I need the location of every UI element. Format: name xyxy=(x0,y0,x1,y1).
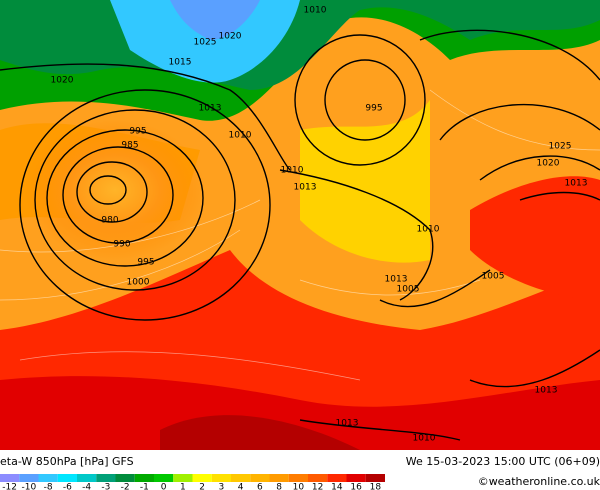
isobar-label: 1010 xyxy=(229,131,252,141)
legend-swatch xyxy=(192,474,212,482)
legend-label: -1 xyxy=(140,483,149,490)
legend-label: -10 xyxy=(22,483,37,490)
isobar-label: 1020 xyxy=(51,76,74,86)
isobar-labels: 1010102510201020101510109959859809909951… xyxy=(51,6,588,444)
isobar-label: 995 xyxy=(137,258,154,268)
legend-label: -6 xyxy=(63,483,72,490)
legend-label: 10 xyxy=(293,483,305,490)
legend-label: 8 xyxy=(276,483,282,490)
legend-swatch xyxy=(134,474,154,482)
isobar-label: 1000 xyxy=(127,278,150,288)
isobar-label: 1013 xyxy=(199,104,222,114)
isobar-label: 995 xyxy=(365,104,382,114)
map-credit: ©weatheronline.co.uk xyxy=(478,475,600,488)
color-legend: -12 -10 -8 -6 -4 -3 -2 -1 0 1 2 3 4 6 8 10 12 14 16 18 xyxy=(0,474,385,490)
isobar-label: 1010 xyxy=(413,434,436,444)
footer: eta-W 850hPa [hPa] GFS We 15-03-2023 15:… xyxy=(0,455,600,488)
legend-swatch xyxy=(0,474,20,482)
isobar-label: 1013 xyxy=(294,183,317,193)
legend-swatch xyxy=(154,474,174,482)
isobar-label: 1013 xyxy=(535,386,558,396)
legend-label: 14 xyxy=(331,483,343,490)
isobar-label: 1005 xyxy=(482,272,505,282)
legend-label: 3 xyxy=(219,483,225,490)
isobar-label: 1025 xyxy=(549,142,572,152)
legend-swatch xyxy=(327,474,347,482)
legend-swatch xyxy=(173,474,193,482)
legend-swatch xyxy=(77,474,97,482)
legend-label: -12 xyxy=(2,483,17,490)
legend-swatch xyxy=(211,474,231,482)
legend-label: 18 xyxy=(370,483,382,490)
isobar-label: 1010 xyxy=(281,166,304,176)
legend-swatch xyxy=(269,474,289,482)
isobar-label: 995 xyxy=(129,127,146,137)
legend-label: -3 xyxy=(101,483,110,490)
isobar-label: 1013 xyxy=(336,419,359,429)
legend-swatch xyxy=(288,474,308,482)
legend-swatch xyxy=(96,474,116,482)
isobar-label: 1025 xyxy=(194,38,217,48)
legend-swatch xyxy=(231,474,251,482)
legend-label: -4 xyxy=(82,483,91,490)
isobar-label: 1005 xyxy=(397,285,420,295)
legend-swatch xyxy=(19,474,39,482)
isobars xyxy=(0,29,600,441)
isobar-label: 1013 xyxy=(565,179,588,189)
isobar-label: 1020 xyxy=(537,159,560,169)
legend-label: 0 xyxy=(161,483,167,490)
legend-swatch xyxy=(346,474,366,482)
legend-label: 12 xyxy=(312,483,323,490)
legend-label: 16 xyxy=(350,483,362,490)
isobar-label: 1010 xyxy=(304,6,327,16)
legend-swatch xyxy=(308,474,328,482)
map-title: eta-W 850hPa [hPa] GFS xyxy=(0,455,134,468)
isobar-label: 985 xyxy=(121,141,138,151)
isobar-label: 1020 xyxy=(219,32,242,42)
legend-swatch xyxy=(115,474,135,482)
legend-label: 1 xyxy=(180,483,186,490)
legend-swatch xyxy=(250,474,270,482)
isobar-label: 980 xyxy=(101,216,118,226)
legend-label: 4 xyxy=(238,483,244,490)
legend-swatch xyxy=(38,474,58,482)
legend-label: -2 xyxy=(121,483,130,490)
legend-swatch xyxy=(57,474,77,482)
legend-swatch xyxy=(365,474,385,482)
legend-label: 2 xyxy=(199,483,205,490)
legend-label: -8 xyxy=(44,483,53,490)
legend-label: 6 xyxy=(257,483,263,490)
isobar-label: 1015 xyxy=(169,58,192,68)
map-field xyxy=(0,0,600,450)
map-datetime: We 15-03-2023 15:00 UTC (06+09) xyxy=(406,455,600,468)
isobar-label: 990 xyxy=(113,240,130,250)
isobar-label: 1013 xyxy=(385,275,408,285)
isobar-label: 1010 xyxy=(417,225,440,235)
